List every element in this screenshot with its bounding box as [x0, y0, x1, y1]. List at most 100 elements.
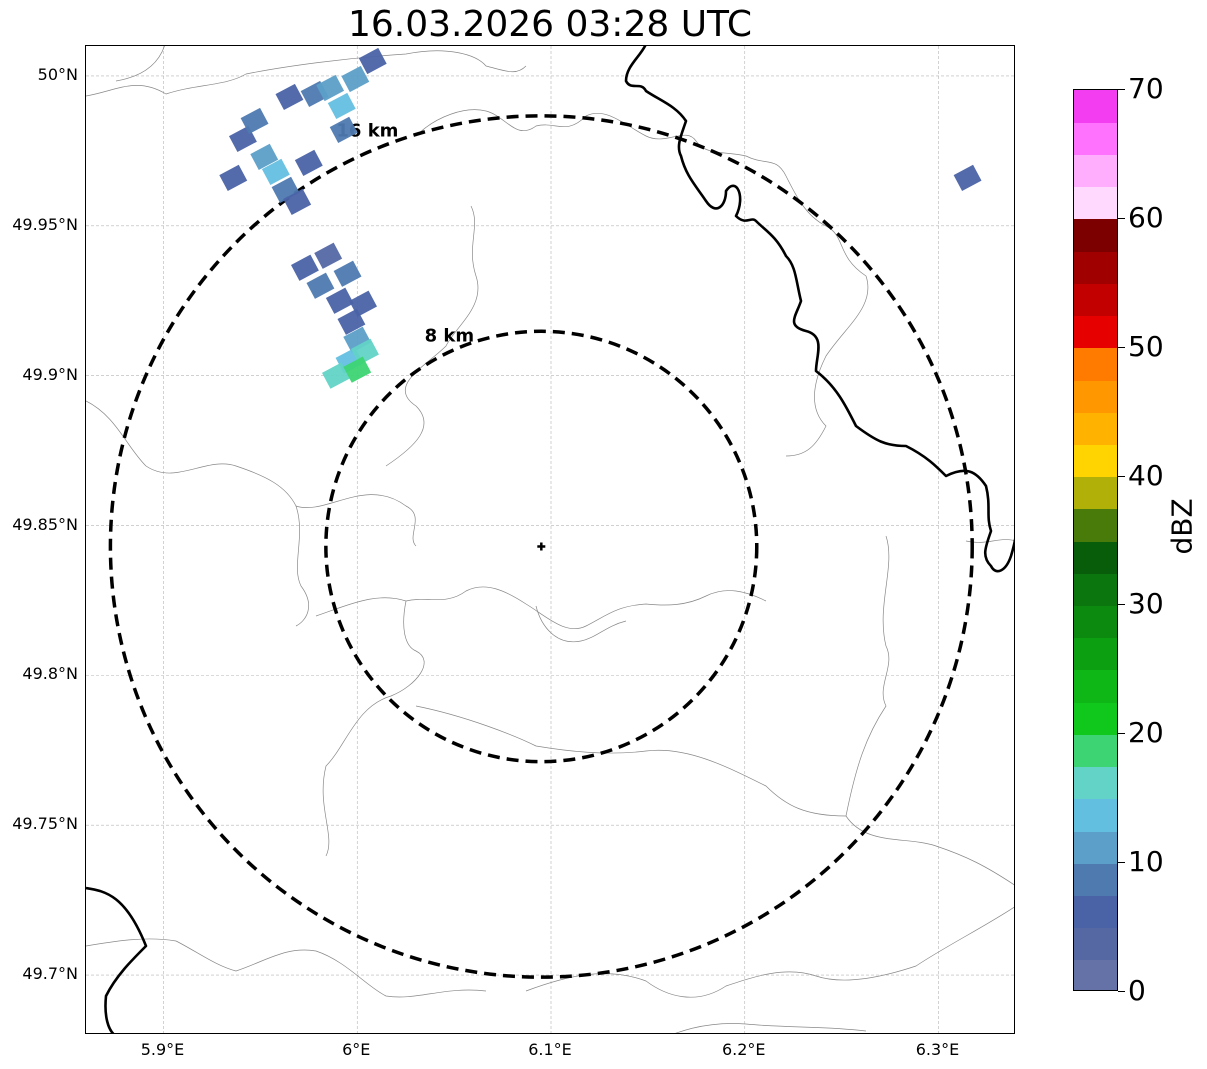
echo-cell [316, 74, 345, 102]
colorbar-segment [1074, 251, 1117, 284]
municipal-borders [86, 46, 1014, 1033]
border-line [624, 46, 1014, 573]
colorbar-segment [1074, 154, 1117, 188]
echo-cell [343, 356, 372, 383]
border-line [385, 205, 479, 467]
lon-tick-label: 6.3°E [915, 1040, 960, 1059]
map-title: 16.03.2026 03:28 UTC [347, 4, 753, 45]
echo-cell [290, 254, 319, 281]
border-line [86, 938, 487, 998]
colorbar-segment [1074, 798, 1117, 832]
border-line [295, 505, 309, 627]
echo-cell [294, 149, 323, 176]
lat-tick-label: 49.8°N [22, 664, 78, 684]
echo-cell [341, 65, 370, 93]
colorbar-segment [1074, 766, 1117, 800]
range-ring [324, 329, 759, 764]
colorbar-segment [1074, 122, 1117, 156]
echo-cell [321, 362, 350, 389]
colorbar-tick-label: 40 [1128, 458, 1164, 492]
echo-cell [349, 290, 378, 317]
echo-cell [271, 176, 300, 203]
map-gridlines [86, 46, 1014, 1033]
border-line [415, 705, 847, 817]
colorbar-tick-label: 50 [1128, 329, 1164, 363]
dbz-colorbar [1073, 89, 1118, 991]
lat-tick-label: 49.95°N [12, 214, 78, 234]
colorbar-tick-mark [1118, 217, 1125, 219]
echo-cell [358, 47, 387, 75]
colorbar-segment [1074, 90, 1117, 123]
colorbar-segment [1074, 637, 1117, 671]
lat-tick-label: 49.9°N [22, 364, 78, 384]
colorbar-label: dBZ [1165, 498, 1199, 555]
colorbar-segment [1074, 573, 1117, 607]
colorbar-tick-label: 70 [1128, 72, 1164, 105]
colorbar-segment [1074, 186, 1117, 220]
colorbar-segment [1074, 412, 1117, 445]
lon-tick-label: 6.1°E [528, 1040, 572, 1059]
colorbar-tick-mark [1118, 862, 1125, 864]
colorbar-segment [1074, 863, 1117, 896]
echo-cell [240, 107, 269, 135]
colorbar-segment [1074, 669, 1117, 703]
colorbar-segment [1074, 508, 1117, 542]
colorbar-segment [1074, 315, 1117, 349]
colorbar-segment [1074, 444, 1117, 478]
lat-tick-label: 49.7°N [22, 964, 78, 984]
echo-cell [283, 188, 312, 215]
colorbar-segment [1074, 605, 1117, 639]
range-ring-label: 8 km [425, 326, 475, 347]
border-line [535, 605, 627, 643]
colorbar-segment [1074, 734, 1117, 768]
echo-cell [219, 164, 248, 191]
border-line [415, 109, 869, 457]
border-line [115, 46, 165, 82]
colorbar-segment [1074, 283, 1117, 317]
echo-cell [250, 143, 279, 170]
echo-cell [314, 242, 343, 269]
colorbar-tick-mark [1118, 604, 1125, 606]
lon-tick-label: 6°E [342, 1040, 371, 1059]
colorbar-segment [1074, 541, 1117, 574]
border-line [86, 400, 417, 547]
colorbar-tick-label: 10 [1128, 845, 1164, 879]
lon-tick-label: 5.9°E [140, 1040, 185, 1059]
lon-tick-label: 6.2°E [721, 1040, 766, 1059]
colorbar-segment [1074, 895, 1117, 929]
colorbar-tick-mark [1118, 346, 1125, 348]
colorbar-tick-label: 20 [1128, 716, 1164, 750]
colorbar-tick-label: 0 [1128, 974, 1146, 1007]
border-line [675, 1023, 867, 1033]
colorbar-segment [1074, 959, 1117, 990]
border-line [315, 586, 767, 629]
colorbar-segment [1074, 702, 1117, 735]
colorbar-segment [1074, 830, 1117, 864]
colorbar-tick-label: 30 [1128, 587, 1164, 621]
echo-cell [261, 158, 290, 185]
colorbar-tick-mark [1118, 991, 1125, 992]
echo-cell [953, 164, 982, 191]
echo-cell [275, 83, 304, 111]
echo-cell [306, 272, 335, 299]
border-line [86, 886, 148, 1033]
colorbar-segment [1074, 218, 1117, 252]
radar-site-marker [537, 542, 546, 551]
colorbar-tick-label: 60 [1128, 200, 1164, 234]
colorbar-segment [1074, 476, 1117, 510]
border-line [845, 535, 1014, 886]
national-border [86, 46, 1014, 1033]
lat-tick-label: 50°N [37, 64, 78, 84]
colorbar-segment [1074, 347, 1117, 381]
border-line [322, 600, 425, 857]
radar-map[interactable]: 8 km 16 km [85, 45, 1015, 1034]
colorbar-tick-mark [1118, 733, 1125, 735]
lat-tick-label: 49.75°N [12, 814, 78, 834]
echo-cell [343, 326, 372, 353]
colorbar-tick-mark [1118, 89, 1125, 90]
range-ring [108, 114, 974, 979]
border-line [86, 50, 527, 97]
echo-cell [327, 92, 356, 120]
